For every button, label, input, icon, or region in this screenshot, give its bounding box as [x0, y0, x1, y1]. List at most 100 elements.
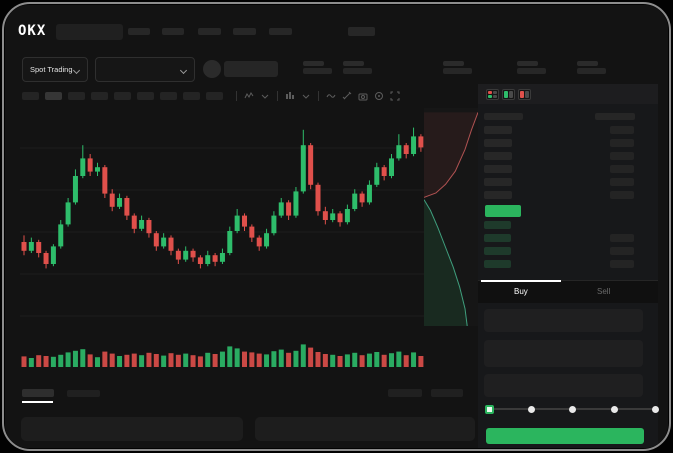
depth-asks-line	[424, 112, 478, 198]
orderbook-asks-icon[interactable]	[518, 89, 531, 100]
interval-icon[interactable]	[284, 90, 296, 102]
depth-bids-area	[424, 199, 468, 326]
timeframe-button[interactable]	[22, 92, 39, 100]
nav-item-placeholder[interactable]	[162, 28, 184, 35]
divider	[236, 91, 237, 101]
ask-amount-placeholder	[610, 191, 634, 199]
bottom-tab[interactable]	[67, 390, 100, 397]
volume-bar	[153, 354, 159, 367]
amount-input[interactable]	[484, 340, 643, 367]
timeframe-button[interactable]	[206, 92, 223, 100]
timeframe-button[interactable]	[45, 92, 62, 100]
ask-price-placeholder[interactable]	[484, 191, 512, 199]
candle	[161, 233, 167, 249]
ruler-icon[interactable]	[341, 90, 353, 102]
candle	[95, 162, 100, 176]
candle	[227, 226, 233, 256]
slider-stop[interactable]	[527, 406, 535, 413]
pair-selector-dropdown[interactable]	[95, 57, 195, 82]
tab-buy[interactable]: Buy	[514, 287, 528, 296]
ticker-stat-value	[343, 68, 372, 74]
slider-stop[interactable]	[610, 406, 618, 413]
bottom-action[interactable]	[388, 389, 422, 397]
timeframe-button[interactable]	[91, 92, 108, 100]
slider-stop[interactable]	[569, 406, 576, 413]
bid-amount-placeholder	[610, 234, 634, 242]
volume-bar	[212, 354, 218, 367]
candle	[366, 180, 372, 205]
timeframe-button[interactable]	[114, 92, 131, 100]
orderbook-header	[478, 84, 658, 104]
nav-item-placeholder[interactable]	[198, 28, 221, 35]
tab-sell[interactable]: Sell	[597, 287, 611, 296]
candle-style-icon[interactable]	[243, 90, 255, 102]
slider-handle[interactable]	[485, 405, 494, 414]
bid-price-placeholder[interactable]	[484, 221, 511, 229]
candle	[28, 237, 34, 253]
volume-bar	[374, 352, 380, 367]
orderbook-bids-icon[interactable]	[502, 89, 515, 100]
bid-price-placeholder[interactable]	[484, 260, 511, 268]
divider	[277, 91, 278, 101]
line-tool-icon[interactable]	[325, 90, 337, 102]
bid-price-placeholder[interactable]	[484, 247, 511, 255]
nav-item-placeholder[interactable]	[348, 27, 375, 36]
ask-amount-placeholder	[610, 126, 634, 134]
bottom-tab-active[interactable]	[22, 389, 54, 397]
volume-bar	[352, 352, 358, 367]
ask-price-placeholder[interactable]	[484, 139, 512, 147]
ask-price-placeholder[interactable]	[484, 126, 512, 134]
last-price-badge	[485, 205, 521, 217]
candle	[36, 239, 42, 258]
slider-stop[interactable]	[652, 406, 659, 413]
bid-price-placeholder[interactable]	[484, 234, 511, 242]
chevron-down-icon[interactable]	[300, 90, 312, 102]
spot-trading-label: Spot Trading	[30, 65, 73, 74]
volume-bar	[183, 353, 189, 367]
timeframe-button[interactable]	[68, 92, 85, 100]
candle	[234, 209, 240, 234]
price-input[interactable]	[484, 309, 643, 332]
candle	[219, 248, 225, 264]
volume-bar	[190, 355, 196, 367]
candle	[124, 195, 130, 220]
depth-bids-line	[424, 199, 468, 326]
ask-price-placeholder[interactable]	[484, 152, 512, 160]
fullscreen-icon[interactable]	[389, 90, 401, 102]
volume-bar	[396, 351, 402, 367]
orderbook-all-icon[interactable]	[486, 89, 499, 100]
nav-item-placeholder[interactable]	[128, 28, 150, 35]
bottom-action[interactable]	[431, 389, 463, 397]
volume-bar	[308, 347, 314, 367]
nav-item-placeholder[interactable]	[233, 28, 256, 35]
nav-item-placeholder[interactable]	[269, 28, 292, 35]
candle	[131, 213, 137, 234]
bottom-tab-underline	[22, 401, 53, 403]
timeframe-button[interactable]	[160, 92, 177, 100]
ask-amount-placeholder	[610, 178, 634, 186]
chevron-down-icon[interactable]	[259, 90, 271, 102]
timeframe-button[interactable]	[183, 92, 200, 100]
candle	[330, 209, 336, 223]
spot-trading-dropdown[interactable]: Spot Trading	[22, 57, 88, 82]
volume-bar	[249, 352, 255, 367]
volume-bar	[58, 354, 64, 367]
volume-bar	[197, 356, 203, 367]
buy-submit-button[interactable]	[486, 428, 644, 444]
volume-bar	[87, 354, 93, 367]
orderbook-price-column-header	[484, 113, 523, 120]
depth-chart[interactable]	[424, 108, 478, 326]
candle	[58, 220, 64, 249]
search-input[interactable]	[56, 24, 123, 40]
orderbook-amount-column-header	[595, 113, 635, 120]
settings-icon[interactable]	[373, 90, 385, 102]
ask-price-placeholder[interactable]	[484, 165, 512, 173]
total-input[interactable]	[484, 374, 643, 397]
candlestick-chart[interactable]	[20, 108, 428, 370]
volume-bar	[28, 358, 34, 367]
timeframe-button[interactable]	[137, 92, 154, 100]
ask-price-placeholder[interactable]	[484, 178, 512, 186]
volume-bar	[330, 354, 336, 367]
candle	[256, 235, 262, 251]
camera-icon[interactable]	[357, 90, 369, 102]
